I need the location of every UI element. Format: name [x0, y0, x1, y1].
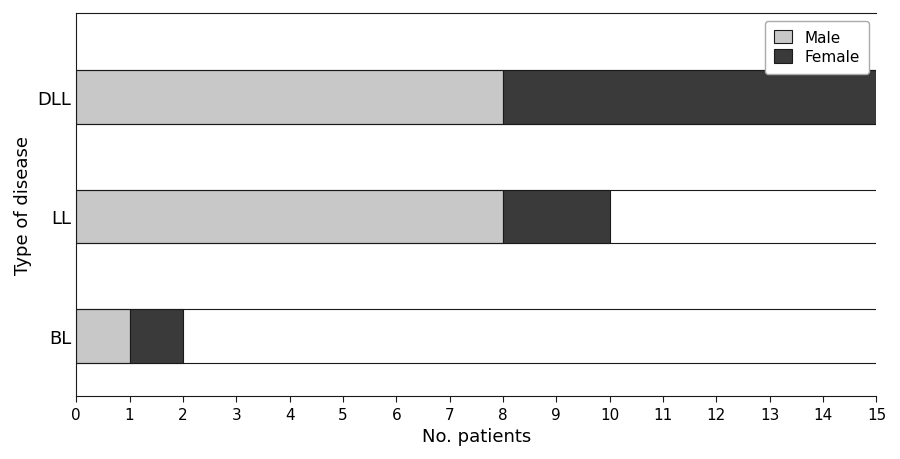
Bar [76, 71, 503, 124]
Y-axis label: Type of disease: Type of disease [14, 136, 32, 274]
Bar [76, 190, 503, 244]
X-axis label: No. patients: No. patients [422, 427, 531, 445]
Bar [503, 71, 877, 124]
Bar [76, 310, 130, 364]
Bar [503, 190, 609, 244]
Bar [130, 310, 183, 364]
Legend: Male, Female: Male, Female [765, 22, 868, 74]
